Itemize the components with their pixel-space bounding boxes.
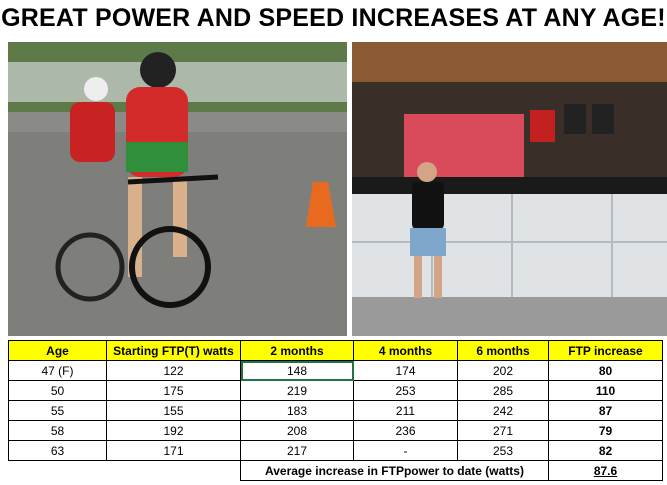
cell: 236 [353,420,458,441]
stage-photo [352,42,667,336]
column-header: 4 months [353,340,458,361]
cell: 175 [106,380,241,401]
cell: 155 [106,400,241,421]
cyclists-photo [8,42,347,336]
cell: 253 [353,380,458,401]
column-header: FTP increase [548,340,663,361]
cell: 82 [548,440,663,461]
cell: 47 (F) [8,360,107,381]
footer-row: Average increase in FTPpower to date (wa… [9,460,663,481]
cell: 58 [8,420,107,441]
cell: 79 [548,420,663,441]
cell: 217 [240,440,354,461]
cell: 285 [457,380,549,401]
cell: 122 [106,360,241,381]
column-header: 2 months [240,340,354,361]
cell: 253 [457,440,549,461]
cell: 171 [106,440,241,461]
cell: 211 [353,400,458,421]
column-header: Starting FTP(T) watts [106,340,241,361]
cell: 242 [457,400,549,421]
cell: 50 [8,380,107,401]
cell: 63 [8,440,107,461]
column-header: 6 months [457,340,549,361]
cell: 202 [457,360,549,381]
column-header: Age [8,340,107,361]
blank-cell [107,461,241,481]
cell: 174 [353,360,458,381]
data-row: 55 155 183 211 242 87 [8,400,663,421]
cell: 271 [457,420,549,441]
data-row: 63 171 217-253 82 [8,440,663,461]
cell: 110 [548,380,663,401]
cell: 80 [548,360,663,381]
cell: 87 [548,400,663,421]
footer-label: Average increase in FTPpower to date (wa… [240,460,549,481]
cell: 219 [240,380,354,401]
blank-cell [9,461,107,481]
cell: 208 [240,420,354,441]
title: GREAT POWER AND SPEED INCREASES AT ANY A… [1,4,666,32]
header-row: Age Starting FTP(T) watts 2 months 4 months… [8,340,663,361]
cell: 55 [8,400,107,421]
cell: 148 [240,360,354,381]
cell: 192 [106,420,241,441]
footer-value: 87.6 [548,460,663,481]
cell: - [353,440,458,461]
data-row: 58 192 208 236 271 79 [8,420,663,441]
data-row: 47 (F) 122 148 174 202 80 [8,360,663,381]
results-table: Age Starting FTP(T) watts 2 months 4 months… [8,340,663,481]
data-row: 50 175 219 253 285 110 [8,380,663,401]
cell: 183 [240,400,354,421]
